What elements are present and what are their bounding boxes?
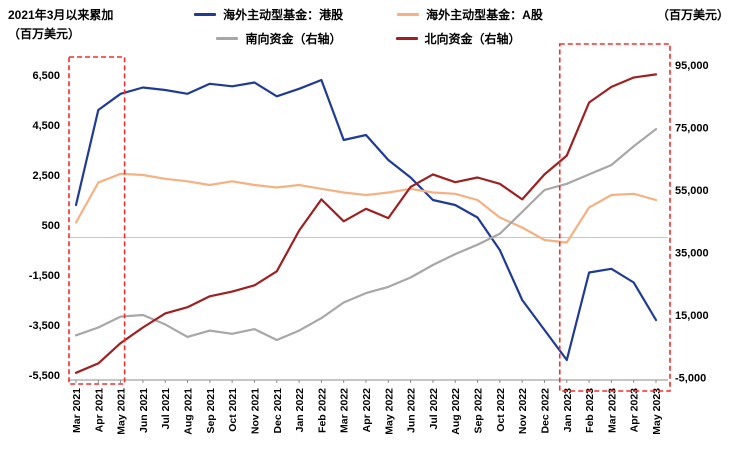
- svg-text:Mar 2022: Mar 2022: [339, 388, 351, 433]
- svg-text:Mar 2021: Mar 2021: [71, 388, 83, 433]
- right-axis-unit: （百万美元）: [656, 8, 729, 22]
- svg-text:May 2022: May 2022: [383, 388, 395, 435]
- svg-text:15,000: 15,000: [675, 310, 709, 322]
- svg-text:95,000: 95,000: [675, 60, 709, 72]
- svg-text:Dec 2021: Dec 2021: [272, 388, 284, 434]
- svg-text:Aug 2021: Aug 2021: [183, 388, 195, 435]
- svg-text:35,000: 35,000: [675, 248, 709, 260]
- svg-text:Nov 2022: Nov 2022: [517, 388, 529, 434]
- svg-text:Nov 2021: Nov 2021: [249, 388, 261, 434]
- svg-text:May 2021: May 2021: [116, 388, 128, 435]
- svg-text:Apr 2023: Apr 2023: [629, 388, 641, 433]
- chart-title: 2021年3月以来累加: [8, 8, 114, 22]
- svg-text:-3,500: -3,500: [29, 320, 60, 332]
- svg-text:Sep 2021: Sep 2021: [205, 388, 217, 434]
- svg-text:2,500: 2,500: [32, 170, 60, 182]
- svg-text:4,500: 4,500: [32, 120, 60, 132]
- svg-text:Aug 2022: Aug 2022: [450, 388, 462, 435]
- svg-text:May 2023: May 2023: [651, 388, 663, 435]
- svg-text:Oct 2021: Oct 2021: [227, 388, 239, 432]
- svg-text:500: 500: [42, 220, 60, 232]
- svg-text:Feb 2023: Feb 2023: [584, 388, 596, 433]
- svg-text:Jan 2023: Jan 2023: [562, 388, 574, 433]
- svg-text:Jul 2021: Jul 2021: [160, 388, 172, 430]
- title-block: 2021年3月以来累加 （百万美元）: [8, 6, 113, 43]
- svg-text:Oct 2022: Oct 2022: [495, 388, 507, 432]
- svg-text:-5,000: -5,000: [675, 373, 706, 385]
- svg-text:Jul 2022: Jul 2022: [428, 388, 440, 430]
- svg-text:-5,500: -5,500: [29, 370, 60, 382]
- svg-text:75,000: 75,000: [675, 123, 709, 135]
- svg-text:Mar 2023: Mar 2023: [606, 388, 618, 433]
- svg-text:Dec 2022: Dec 2022: [539, 388, 551, 434]
- svg-text:Apr 2022: Apr 2022: [361, 388, 373, 433]
- svg-text:Jun 2021: Jun 2021: [138, 388, 150, 433]
- svg-text:Feb 2022: Feb 2022: [316, 388, 328, 433]
- svg-text:Apr 2021: Apr 2021: [93, 388, 105, 433]
- svg-text:Sep 2022: Sep 2022: [473, 388, 485, 434]
- svg-text:Jun 2022: Jun 2022: [406, 388, 418, 433]
- svg-text:-1,500: -1,500: [29, 270, 60, 282]
- left-axis-unit: （百万美元）: [8, 26, 81, 41]
- svg-text:6,500: 6,500: [32, 70, 60, 82]
- svg-text:Jan 2022: Jan 2022: [294, 388, 306, 433]
- svg-text:55,000: 55,000: [675, 185, 709, 197]
